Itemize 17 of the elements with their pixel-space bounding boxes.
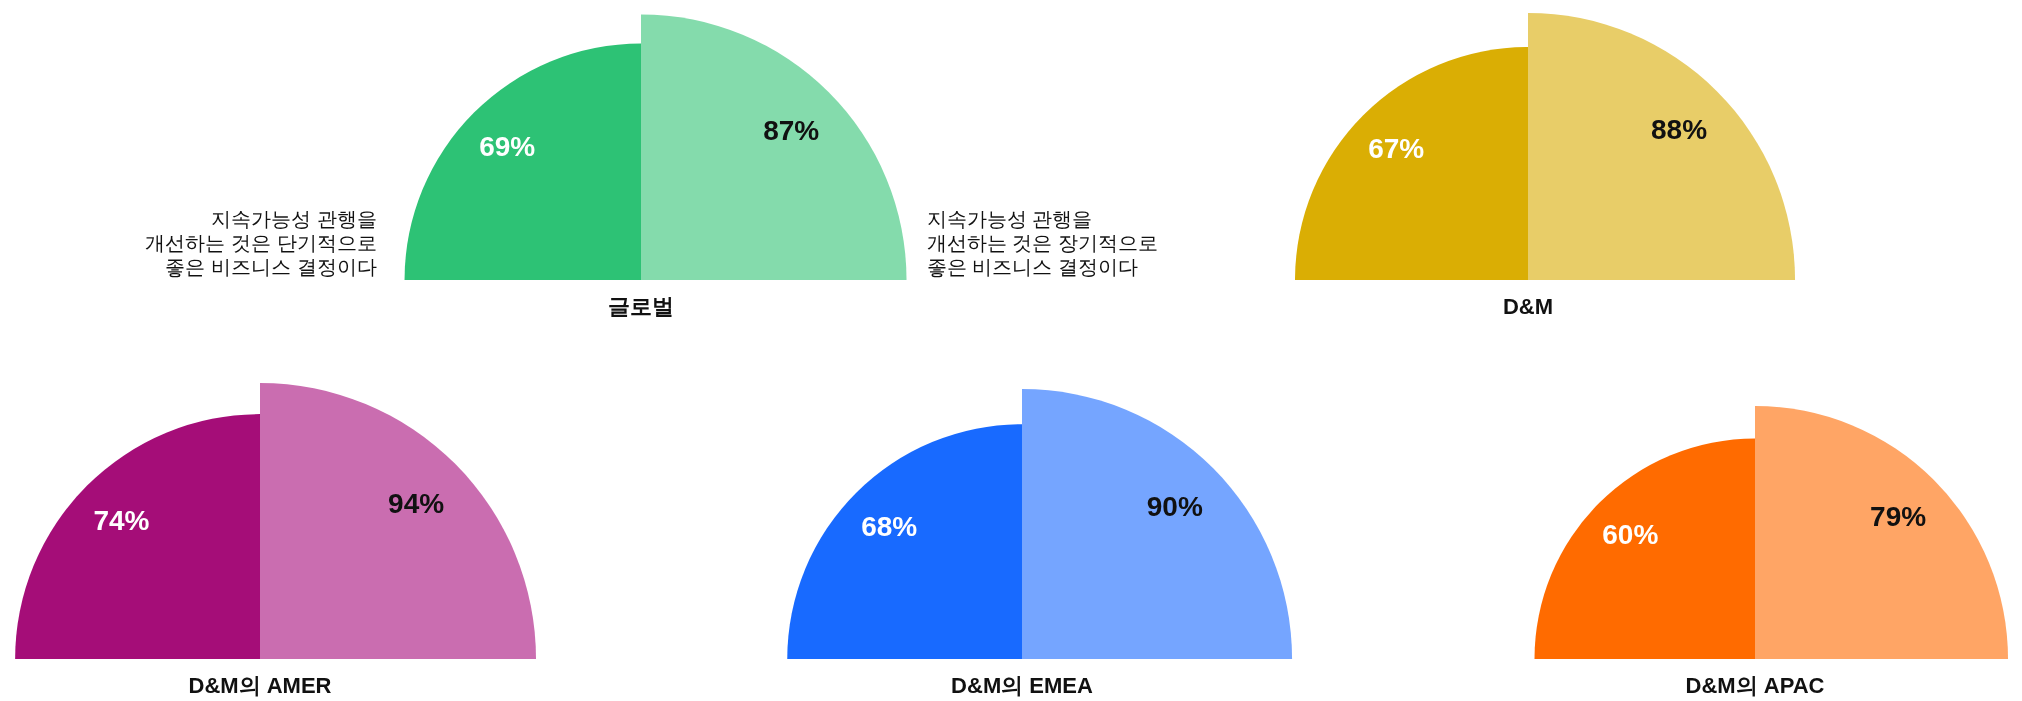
data-label: 67% <box>1368 132 1425 164</box>
data-label: 79% <box>1870 500 1927 532</box>
data-label: 68% <box>861 510 918 542</box>
text: D&M의 AMER <box>188 673 332 698</box>
data-label: 60% <box>1602 518 1659 550</box>
data-label: 90% <box>1146 490 1203 522</box>
category-label: 지속가능성 관행을 개선하는 것은 장기적으로 좋은 비즈니스 결정이다 <box>926 208 1158 278</box>
text: D&M의 APAC <box>1685 673 1825 698</box>
category-label: 지속가능성 관행을 개선하는 것은 단기적으로 좋은 비즈니스 결정이다 <box>145 208 377 278</box>
text: D&M의 EMEA <box>951 673 1093 698</box>
data-label: 69% <box>479 130 536 162</box>
data-label: 94% <box>388 487 445 519</box>
text: D&M <box>1502 294 1554 319</box>
text: 글로벌 <box>608 294 674 319</box>
data-label: 88% <box>1651 113 1708 145</box>
data-label: 87% <box>763 114 820 146</box>
data-label: 74% <box>93 504 150 536</box>
